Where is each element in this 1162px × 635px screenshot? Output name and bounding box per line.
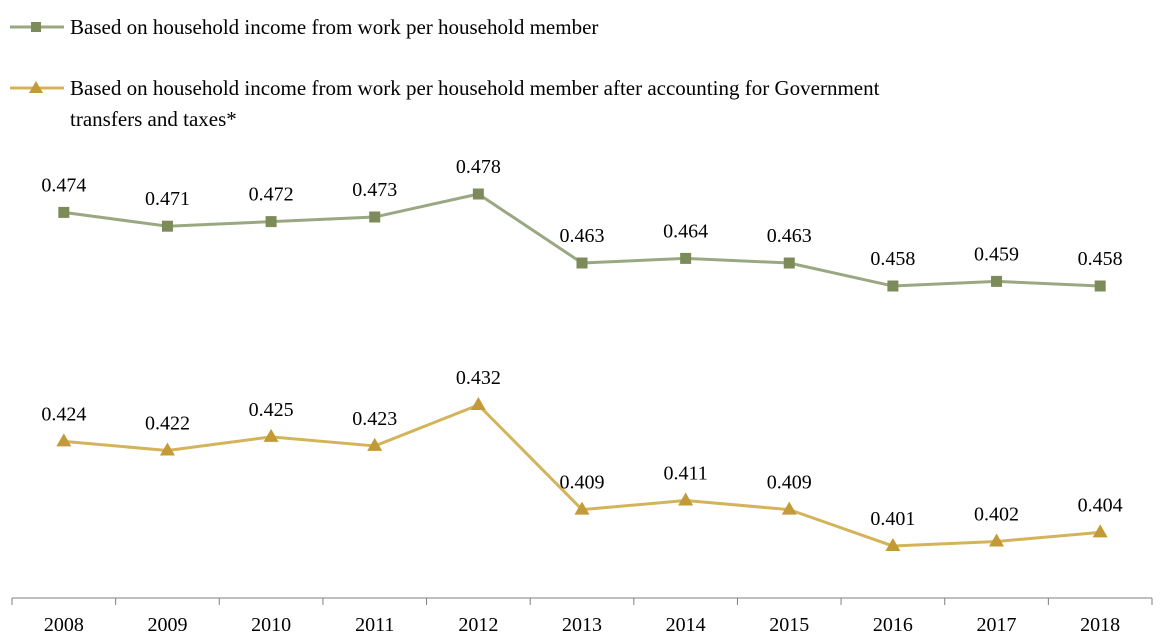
data-point-s1-2011 [369, 211, 381, 223]
legend-marker-triangle [29, 81, 43, 93]
data-label-s2-2014: 0.411 [664, 463, 708, 485]
data-point-s2-2017 [989, 533, 1005, 547]
legend-marker-square [31, 22, 41, 32]
data-point-s2-2014 [678, 492, 694, 506]
x-tick-label-2009: 2009 [147, 614, 187, 635]
data-label-s1-2010: 0.472 [249, 184, 294, 206]
data-point-s1-2014 [680, 252, 692, 264]
x-tick-label-2013: 2013 [562, 614, 602, 635]
data-label-s1-2012: 0.478 [456, 156, 501, 178]
data-label-s2-2008: 0.424 [41, 403, 86, 425]
data-label-s2-2009: 0.422 [145, 412, 190, 434]
data-point-s2-2011 [367, 437, 383, 451]
data-label-s1-2011: 0.473 [352, 179, 397, 201]
data-label-s2-2011: 0.423 [352, 408, 397, 430]
data-label-s2-2015: 0.409 [767, 472, 812, 494]
data-point-s2-2015 [781, 501, 797, 515]
data-point-s1-2015 [783, 257, 795, 269]
data-label-s1-2017: 0.459 [974, 243, 1019, 265]
data-point-s2-2018 [1092, 524, 1108, 538]
data-label-s1-2018: 0.458 [1078, 248, 1123, 270]
x-tick-label-2018: 2018 [1080, 614, 1120, 635]
x-tick-label-2012: 2012 [458, 614, 498, 635]
data-point-s2-2012 [470, 397, 486, 410]
x-tick-label-2008: 2008 [44, 614, 84, 635]
data-point-s1-2018 [1094, 280, 1106, 292]
data-label-s2-2013: 0.409 [560, 472, 605, 494]
x-tick-label-2017: 2017 [977, 614, 1017, 635]
x-tick-label-2011: 2011 [355, 614, 394, 635]
data-point-s1-2013 [576, 257, 588, 269]
data-point-s2-2010 [263, 428, 279, 442]
data-label-s1-2013: 0.463 [560, 225, 605, 247]
legend-label-series-1: Based on household income from work per … [70, 15, 598, 39]
x-tick-label-2016: 2016 [873, 614, 913, 635]
data-point-s1-2010 [265, 216, 277, 228]
legend: Based on household income from work per … [10, 15, 880, 131]
legend-label-series-2: transfers and taxes* [70, 107, 237, 131]
data-label-s2-2010: 0.425 [249, 399, 294, 421]
data-label-s1-2016: 0.458 [870, 248, 915, 270]
data-point-s1-2009 [161, 220, 173, 232]
data-label-s2-2012: 0.432 [456, 367, 501, 389]
data-point-s1-2008 [58, 206, 70, 218]
data-point-s1-2012 [472, 188, 484, 200]
x-tick-label-2010: 2010 [251, 614, 291, 635]
data-point-s1-2017 [991, 275, 1003, 287]
x-axis: 2008 2009 2010 2011 2012 2013 2014 2015 2016 2017… [11, 597, 1153, 635]
data-label-s1-2009: 0.471 [145, 188, 190, 210]
data-label-s1-2008: 0.474 [41, 174, 86, 196]
data-point-s2-2008 [56, 433, 72, 447]
data-label-s1-2015: 0.463 [767, 225, 812, 247]
plot-area: 0.474 0.471 0.472 0.473 0.478 0.463 0.464 0.463… [41, 156, 1123, 551]
data-point-s1-2016 [887, 280, 899, 292]
data-label-s2-2017: 0.402 [974, 503, 1019, 525]
x-tick-label-2015: 2015 [769, 614, 809, 635]
data-point-s2-2016 [885, 538, 901, 551]
legend-label-series-2: Based on household income from work per … [70, 76, 880, 100]
data-point-s2-2013 [574, 501, 590, 515]
data-point-s2-2009 [159, 442, 175, 456]
data-label-s2-2018: 0.404 [1078, 494, 1123, 516]
x-tick-label-2014: 2014 [666, 614, 706, 635]
data-label-s2-2016: 0.401 [870, 508, 915, 530]
data-label-s1-2014: 0.464 [663, 220, 708, 242]
